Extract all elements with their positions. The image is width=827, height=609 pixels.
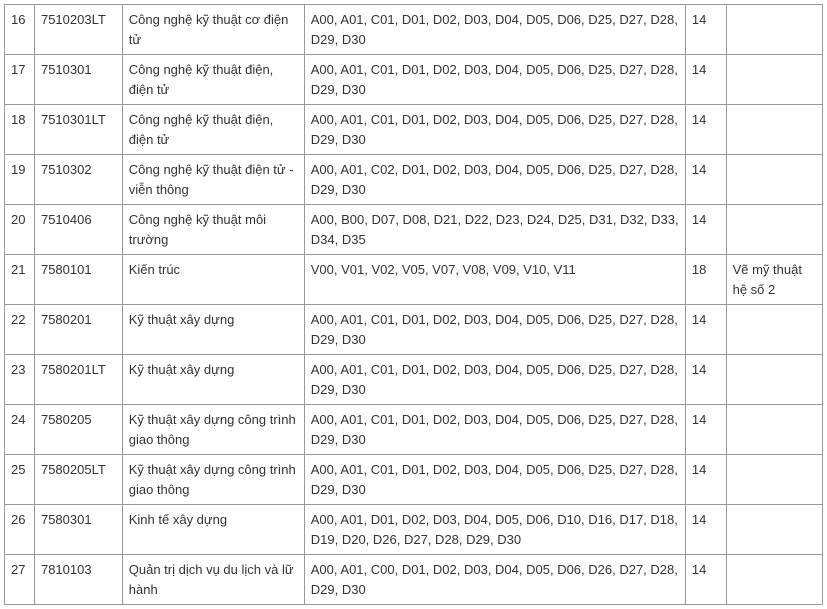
subject-groups: A00, A01, C01, D01, D02, D03, D04, D05, … (304, 305, 685, 355)
note (726, 55, 822, 105)
note (726, 505, 822, 555)
row-index: 17 (5, 55, 35, 105)
subject-groups: A00, A01, C02, D01, D02, D03, D04, D05, … (304, 155, 685, 205)
benchmark-score: 14 (685, 105, 726, 155)
benchmark-score: 14 (685, 555, 726, 605)
benchmark-score: 14 (685, 505, 726, 555)
note (726, 305, 822, 355)
major-code: 7580201 (34, 305, 122, 355)
major-name: Kỹ thuật xây dựng (122, 355, 304, 405)
major-code: 7580205 (34, 405, 122, 455)
benchmark-score: 14 (685, 355, 726, 405)
major-name: Công nghệ kỹ thuật môi trường (122, 205, 304, 255)
row-index: 18 (5, 105, 35, 155)
benchmark-score: 14 (685, 55, 726, 105)
note (726, 355, 822, 405)
major-code: 7510406 (34, 205, 122, 255)
table-row: 227580201Kỹ thuật xây dựngA00, A01, C01,… (5, 305, 823, 355)
subject-groups: A00, A01, C01, D01, D02, D03, D04, D05, … (304, 405, 685, 455)
row-index: 23 (5, 355, 35, 405)
major-name: Kinh tế xây dựng (122, 505, 304, 555)
row-index: 25 (5, 455, 35, 505)
subject-groups: A00, B00, D07, D08, D21, D22, D23, D24, … (304, 205, 685, 255)
major-name: Kiến trúc (122, 255, 304, 305)
row-index: 24 (5, 405, 35, 455)
subject-groups: A00, A01, C01, D01, D02, D03, D04, D05, … (304, 355, 685, 405)
major-code: 7580101 (34, 255, 122, 305)
major-name: Quản trị dịch vụ du lịch và lữ hành (122, 555, 304, 605)
subject-groups: A00, A01, C00, D01, D02, D03, D04, D05, … (304, 555, 685, 605)
major-code: 7510301 (34, 55, 122, 105)
major-code: 7580201LT (34, 355, 122, 405)
note (726, 155, 822, 205)
table-row: 237580201LTKỹ thuật xây dựngA00, A01, C0… (5, 355, 823, 405)
table-row: 277810103Quản trị dịch vụ du lịch và lữ … (5, 555, 823, 605)
major-code: 7580301 (34, 505, 122, 555)
row-index: 27 (5, 555, 35, 605)
major-code: 7510301LT (34, 105, 122, 155)
major-name: Công nghệ kỹ thuật điện tử - viễn thông (122, 155, 304, 205)
major-code: 7510203LT (34, 5, 122, 55)
note (726, 405, 822, 455)
table-row: 167510203LTCông nghệ kỹ thuật cơ điện tử… (5, 5, 823, 55)
major-code: 7810103 (34, 555, 122, 605)
major-name: Công nghệ kỹ thuật cơ điện tử (122, 5, 304, 55)
major-name: Kỹ thuật xây dựng công trình giao thông (122, 405, 304, 455)
row-index: 19 (5, 155, 35, 205)
row-index: 22 (5, 305, 35, 355)
note (726, 105, 822, 155)
subject-groups: A00, A01, C01, D01, D02, D03, D04, D05, … (304, 55, 685, 105)
note (726, 455, 822, 505)
note (726, 5, 822, 55)
table-row: 267580301Kinh tế xây dựngA00, A01, D01, … (5, 505, 823, 555)
benchmark-score: 14 (685, 5, 726, 55)
table-row: 207510406Công nghệ kỹ thuật môi trườngA0… (5, 205, 823, 255)
table-row: 247580205Kỹ thuật xây dựng công trình gi… (5, 405, 823, 455)
benchmark-score: 14 (685, 405, 726, 455)
row-index: 16 (5, 5, 35, 55)
row-index: 26 (5, 505, 35, 555)
subject-groups: A00, A01, C01, D01, D02, D03, D04, D05, … (304, 455, 685, 505)
subject-groups: A00, A01, D01, D02, D03, D04, D05, D06, … (304, 505, 685, 555)
table-row: 257580205LTKỹ thuật xây dựng công trình … (5, 455, 823, 505)
table-row: 177510301Công nghệ kỹ thuật điện, điện t… (5, 55, 823, 105)
benchmark-score: 14 (685, 455, 726, 505)
major-name: Kỹ thuật xây dựng công trình giao thông (122, 455, 304, 505)
note (726, 555, 822, 605)
row-index: 20 (5, 205, 35, 255)
major-name: Kỹ thuật xây dựng (122, 305, 304, 355)
table-row: 187510301LTCông nghệ kỹ thuật điện, điện… (5, 105, 823, 155)
note (726, 205, 822, 255)
subject-groups: A00, A01, C01, D01, D02, D03, D04, D05, … (304, 105, 685, 155)
benchmark-score: 18 (685, 255, 726, 305)
major-name: Công nghệ kỹ thuật điện, điện tử (122, 55, 304, 105)
admission-table: 167510203LTCông nghệ kỹ thuật cơ điện tử… (4, 4, 823, 605)
benchmark-score: 14 (685, 305, 726, 355)
table-row: 197510302Công nghệ kỹ thuật điện tử - vi… (5, 155, 823, 205)
major-code: 7510302 (34, 155, 122, 205)
benchmark-score: 14 (685, 205, 726, 255)
major-code: 7580205LT (34, 455, 122, 505)
table-row: 217580101Kiến trúcV00, V01, V02, V05, V0… (5, 255, 823, 305)
major-name: Công nghệ kỹ thuật điện, điện tử (122, 105, 304, 155)
row-index: 21 (5, 255, 35, 305)
subject-groups: A00, A01, C01, D01, D02, D03, D04, D05, … (304, 5, 685, 55)
subject-groups: V00, V01, V02, V05, V07, V08, V09, V10, … (304, 255, 685, 305)
note: Vẽ mỹ thuật hệ số 2 (726, 255, 822, 305)
benchmark-score: 14 (685, 155, 726, 205)
